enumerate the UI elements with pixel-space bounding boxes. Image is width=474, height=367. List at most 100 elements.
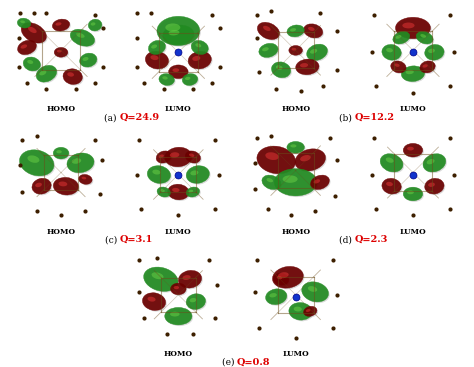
Ellipse shape — [195, 43, 201, 47]
Ellipse shape — [186, 187, 200, 197]
Text: Q=24.9: Q=24.9 — [119, 113, 160, 122]
Ellipse shape — [142, 293, 165, 310]
Text: HOMO: HOMO — [46, 228, 75, 236]
Ellipse shape — [425, 178, 444, 194]
Ellipse shape — [170, 152, 179, 158]
Ellipse shape — [262, 175, 281, 189]
Ellipse shape — [82, 57, 89, 61]
Ellipse shape — [314, 179, 320, 184]
Ellipse shape — [72, 158, 81, 164]
Ellipse shape — [305, 25, 324, 39]
Ellipse shape — [166, 309, 193, 326]
Ellipse shape — [420, 34, 426, 38]
Ellipse shape — [303, 306, 317, 316]
Ellipse shape — [290, 47, 304, 57]
Ellipse shape — [162, 76, 168, 80]
Ellipse shape — [276, 65, 283, 70]
Ellipse shape — [307, 44, 328, 61]
Ellipse shape — [150, 55, 158, 60]
Ellipse shape — [63, 69, 82, 84]
Ellipse shape — [53, 177, 79, 195]
Ellipse shape — [152, 170, 160, 175]
Ellipse shape — [27, 155, 39, 163]
Ellipse shape — [267, 290, 288, 306]
Ellipse shape — [187, 295, 207, 310]
Ellipse shape — [164, 26, 195, 46]
Ellipse shape — [58, 182, 67, 186]
Ellipse shape — [151, 44, 157, 48]
Ellipse shape — [53, 147, 69, 159]
Ellipse shape — [269, 293, 277, 298]
Ellipse shape — [190, 298, 196, 302]
Ellipse shape — [185, 77, 191, 80]
Ellipse shape — [76, 33, 84, 38]
Ellipse shape — [277, 276, 282, 279]
Ellipse shape — [64, 70, 83, 86]
Ellipse shape — [158, 188, 172, 198]
Ellipse shape — [383, 46, 402, 61]
Ellipse shape — [165, 23, 180, 32]
Ellipse shape — [275, 170, 318, 197]
Text: HOMO: HOMO — [46, 105, 75, 113]
Ellipse shape — [401, 66, 425, 81]
Ellipse shape — [18, 19, 32, 29]
Ellipse shape — [182, 74, 198, 86]
Ellipse shape — [403, 143, 423, 157]
Ellipse shape — [157, 152, 173, 164]
Ellipse shape — [172, 284, 187, 296]
Ellipse shape — [300, 155, 311, 161]
Text: (c): (c) — [105, 235, 119, 244]
Ellipse shape — [88, 19, 102, 31]
Ellipse shape — [417, 33, 434, 45]
Ellipse shape — [289, 46, 302, 55]
Ellipse shape — [72, 30, 96, 47]
Ellipse shape — [397, 18, 432, 40]
Ellipse shape — [182, 275, 191, 280]
Ellipse shape — [18, 40, 36, 55]
Ellipse shape — [292, 48, 296, 51]
Ellipse shape — [32, 178, 51, 194]
Ellipse shape — [67, 72, 74, 77]
Ellipse shape — [171, 283, 186, 295]
Ellipse shape — [90, 20, 103, 32]
Ellipse shape — [28, 27, 36, 33]
Ellipse shape — [404, 145, 424, 158]
Ellipse shape — [67, 153, 94, 173]
Ellipse shape — [173, 68, 179, 72]
Ellipse shape — [79, 174, 92, 184]
Text: (d): (d) — [338, 235, 354, 244]
Ellipse shape — [54, 47, 68, 57]
Ellipse shape — [426, 46, 445, 61]
Ellipse shape — [290, 28, 296, 32]
Ellipse shape — [296, 59, 319, 75]
Ellipse shape — [18, 18, 31, 28]
Ellipse shape — [393, 32, 410, 44]
Ellipse shape — [33, 179, 52, 195]
Ellipse shape — [55, 22, 62, 26]
Ellipse shape — [170, 66, 189, 80]
Ellipse shape — [19, 150, 54, 176]
Ellipse shape — [263, 26, 271, 31]
Ellipse shape — [24, 58, 42, 72]
Ellipse shape — [425, 44, 444, 60]
Ellipse shape — [21, 151, 55, 177]
Ellipse shape — [424, 155, 447, 173]
Ellipse shape — [380, 154, 403, 172]
Ellipse shape — [386, 157, 393, 163]
Ellipse shape — [146, 51, 169, 69]
Ellipse shape — [402, 67, 426, 83]
Text: HOMO: HOMO — [281, 228, 310, 236]
Ellipse shape — [160, 189, 165, 192]
Text: LUMO: LUMO — [400, 228, 426, 236]
Ellipse shape — [35, 183, 42, 187]
Ellipse shape — [297, 60, 320, 76]
Ellipse shape — [157, 16, 200, 46]
Ellipse shape — [308, 27, 315, 31]
Ellipse shape — [263, 176, 282, 191]
Ellipse shape — [189, 190, 193, 193]
Ellipse shape — [191, 40, 208, 54]
Ellipse shape — [382, 44, 401, 60]
Ellipse shape — [257, 22, 280, 40]
Ellipse shape — [266, 178, 273, 182]
Ellipse shape — [158, 18, 201, 47]
